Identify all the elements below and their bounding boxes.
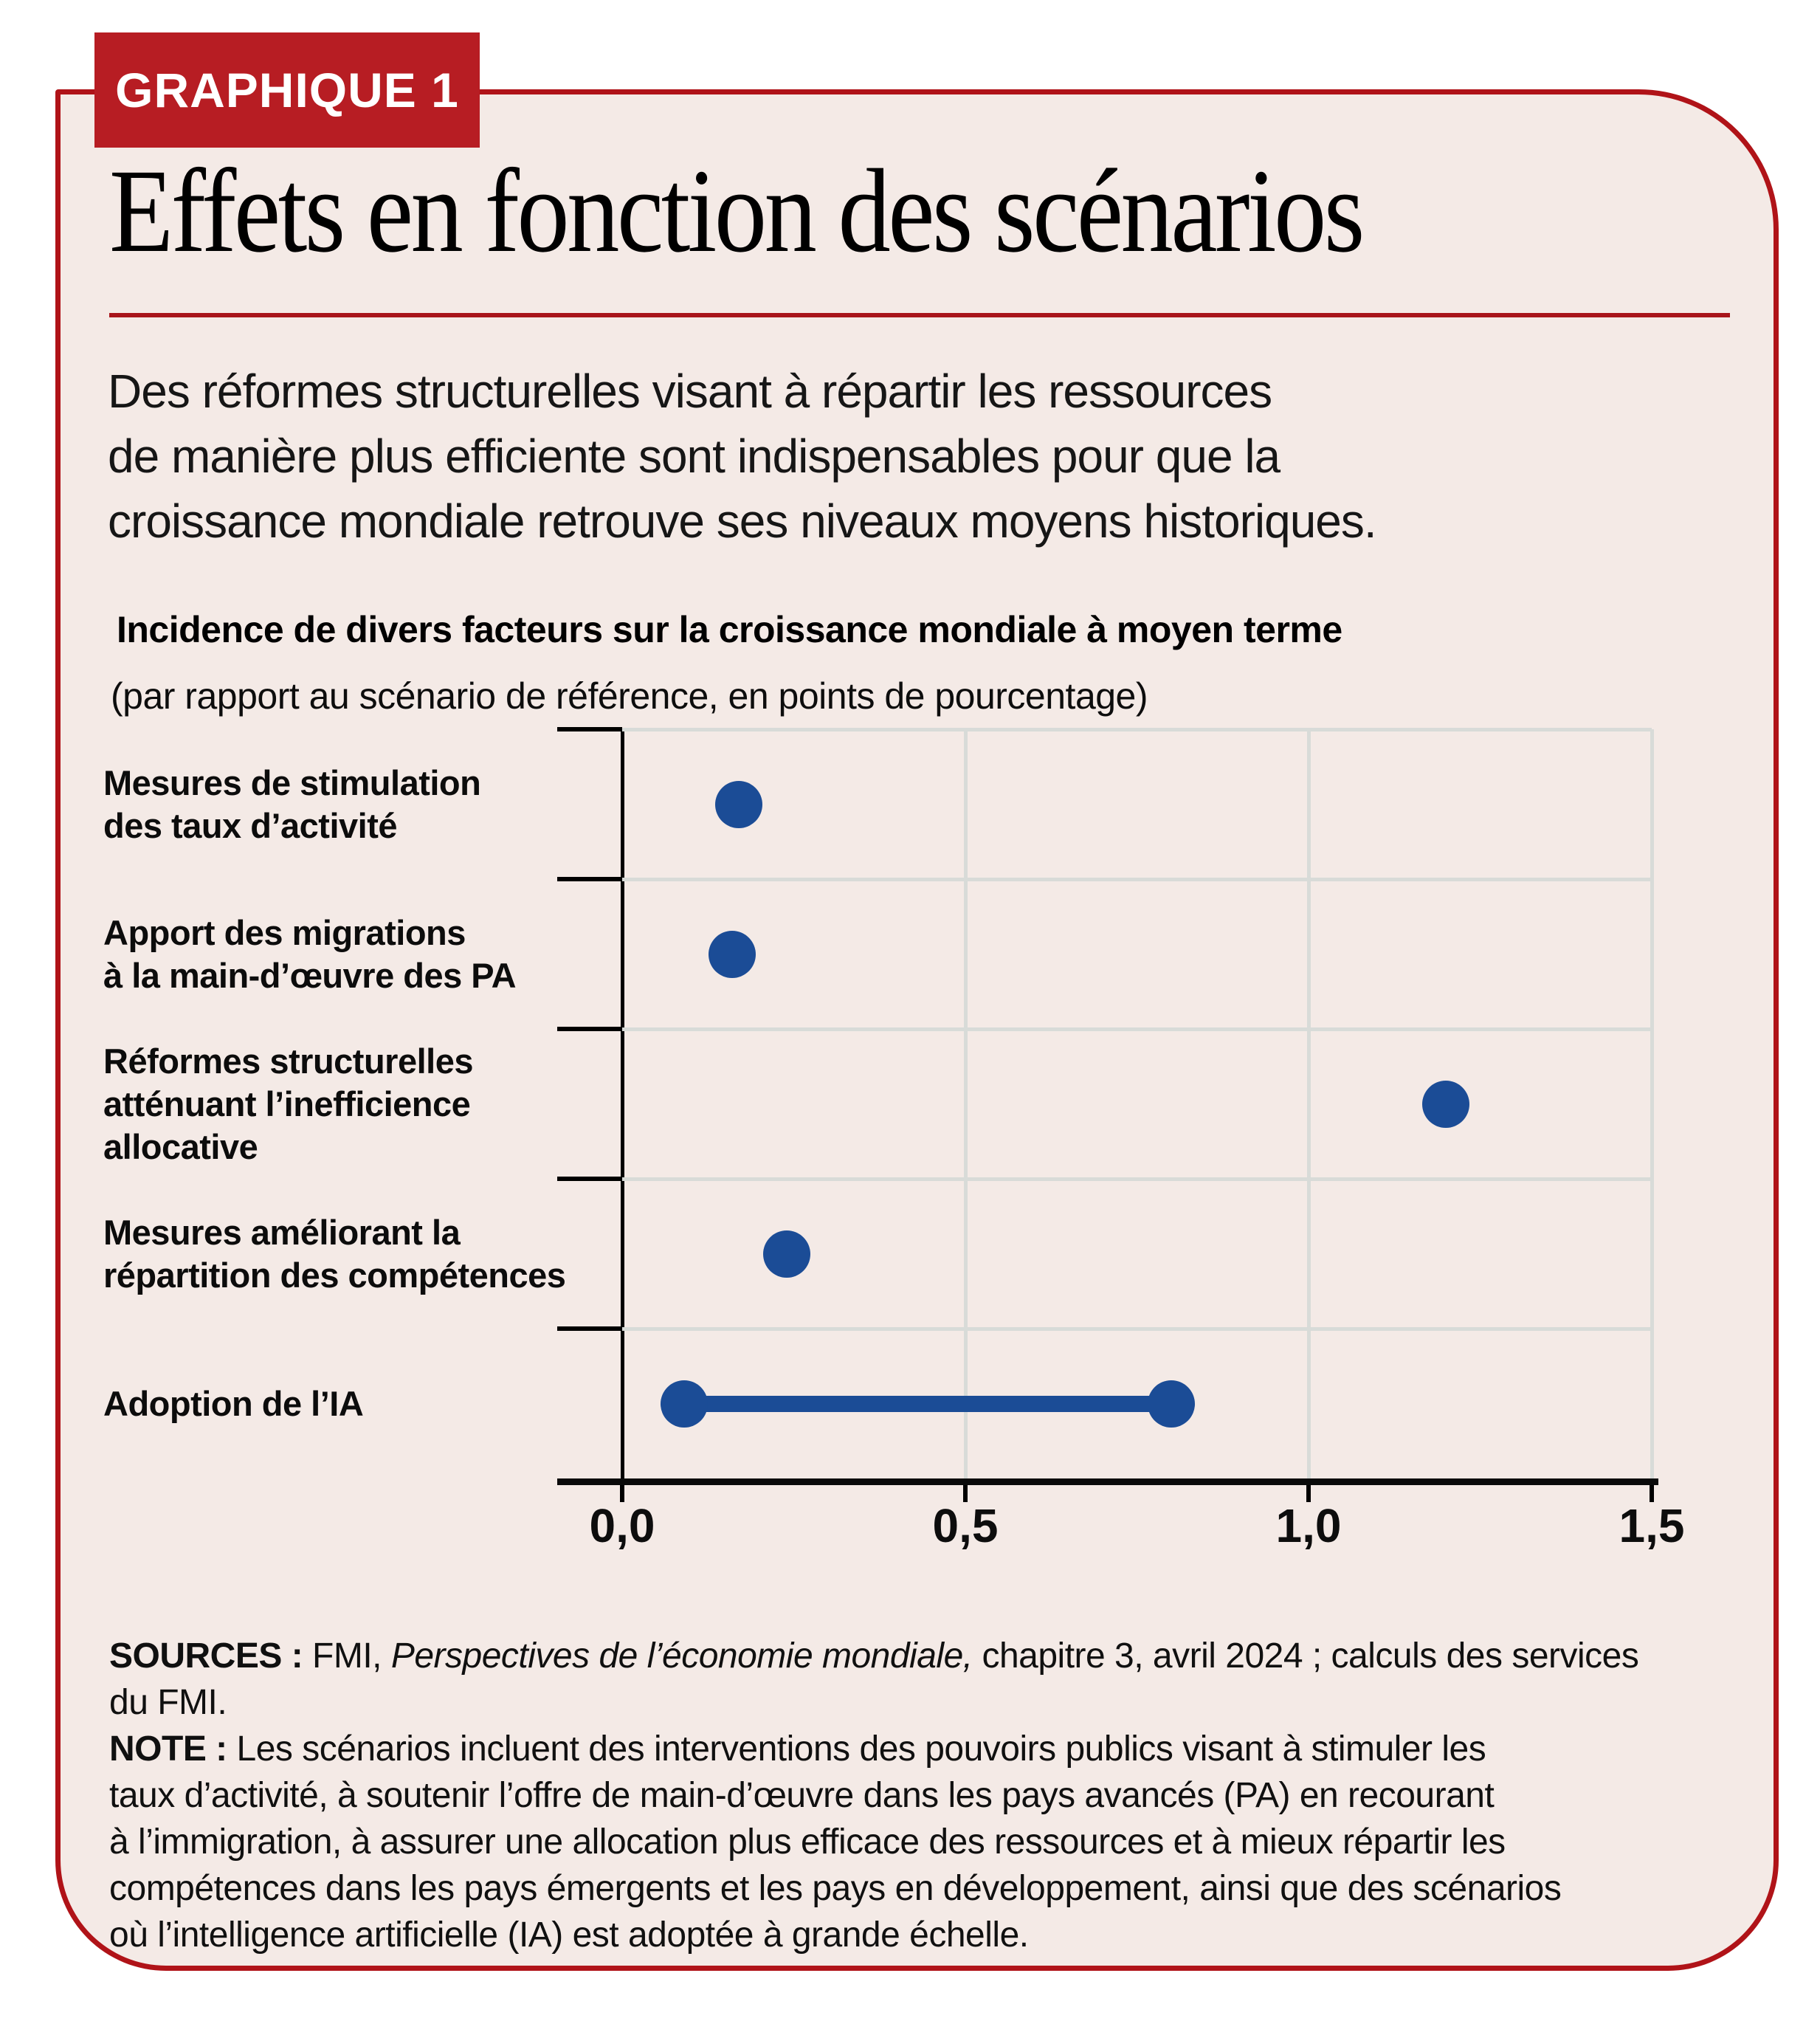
note-italic: Perspectives de l’économie mondiale, [390, 1636, 973, 1676]
subtitle-line: Des réformes structurelles visant à répa… [108, 365, 1272, 418]
figure-badge: GRAPHIQUE 1 [94, 32, 480, 148]
chart-heading: Incidence de divers facteurs sur la croi… [117, 609, 1342, 650]
h-gridline [622, 1327, 1652, 1331]
y-axis-tick [557, 727, 622, 731]
category-labels: Mesures de stimulation des taux d’activi… [103, 729, 616, 1478]
h-gridline [622, 878, 1652, 881]
x-tick-label: 0,0 [589, 1499, 655, 1552]
note-text: Les scénarios incluent des interventions… [236, 1729, 1486, 1769]
subtitle-line: croissance mondiale retrouve ses niveaux… [108, 495, 1377, 548]
note-line: où l’intelligence artificielle (IA) est … [109, 1912, 1638, 1958]
data-dot [708, 930, 756, 978]
note-line: du FMI. [109, 1679, 1638, 1726]
y-axis-line [621, 729, 624, 1487]
note-line: SOURCES : FMI, Perspectives de l’économi… [109, 1633, 1639, 1679]
data-dot [763, 1230, 811, 1278]
y-axis-tick [557, 1177, 622, 1181]
data-dot [1422, 1080, 1469, 1128]
note-text: chapitre 3, avril 2024 ; calculs des ser… [972, 1636, 1639, 1676]
title-divider [109, 313, 1730, 317]
category-label: Mesures de stimulation des taux d’activi… [103, 762, 481, 845]
h-gridline [622, 1177, 1652, 1181]
note-text: taux d’activité, à soutenir l’offre de m… [109, 1776, 1495, 1815]
data-dot [715, 780, 763, 828]
x-tick-label: 1,0 [1275, 1499, 1342, 1552]
note-line: taux d’activité, à soutenir l’offre de m… [109, 1772, 1638, 1819]
x-axis-tick [1306, 1485, 1311, 1502]
note-text: FMI, [312, 1636, 391, 1676]
note-label: SOURCES : [109, 1636, 313, 1676]
x-axis-line [557, 1478, 1658, 1485]
category-label: Réformes structurelles atténuant l’ineff… [103, 1041, 473, 1166]
v-gridline [1307, 729, 1311, 1478]
note-line: NOTE : Les scénarios incluent des interv… [109, 1726, 1638, 1772]
sources-note: SOURCES : FMI, Perspectives de l’économi… [109, 1633, 1639, 1958]
x-axis-tick [1650, 1485, 1654, 1502]
h-gridline [622, 1027, 1652, 1031]
data-dot [1148, 1380, 1195, 1428]
subtitle-line: de manière plus efficiente sont indispen… [108, 430, 1280, 483]
y-axis-tick [557, 877, 622, 881]
category-label: Mesures améliorant la répartition des co… [103, 1212, 566, 1295]
x-axis-tick [620, 1485, 624, 1502]
figure-subtitle: Des réformes structurelles visant à répa… [108, 359, 1377, 554]
figure-title: Effets en fonction des scénarios [109, 145, 1365, 278]
y-axis-tick [557, 1326, 622, 1331]
dot-plot: 0,0 0,5 1,0 1,5 [557, 727, 1684, 1552]
x-axis-tick [963, 1485, 968, 1502]
note-text: compétences dans les pays émergents et l… [109, 1869, 1562, 1908]
data-dot [660, 1380, 708, 1428]
note-line: à l’immigration, à assurer une allocatio… [109, 1819, 1638, 1865]
v-gridline [964, 729, 968, 1478]
x-tick-label: 1,5 [1619, 1499, 1685, 1552]
x-tick-label: 0,5 [932, 1499, 999, 1552]
category-label: Adoption de l’IA [103, 1383, 364, 1423]
chart-subheading: (par rapport au scénario de référence, e… [111, 675, 1148, 717]
note-text: où l’intelligence artificielle (IA) est … [109, 1915, 1029, 1955]
note-label: NOTE : [109, 1729, 237, 1769]
note-text: du FMI. [109, 1683, 227, 1722]
y-axis-tick [557, 1027, 622, 1031]
note-text: à l’immigration, à assurer une allocatio… [109, 1822, 1506, 1862]
category-label: Apport des migrations à la main-d’œuvre … [103, 912, 517, 995]
range-bar [683, 1395, 1171, 1412]
note-line: compétences dans les pays émergents et l… [109, 1865, 1638, 1912]
h-gridline [622, 728, 1652, 731]
v-gridline [1650, 729, 1654, 1478]
